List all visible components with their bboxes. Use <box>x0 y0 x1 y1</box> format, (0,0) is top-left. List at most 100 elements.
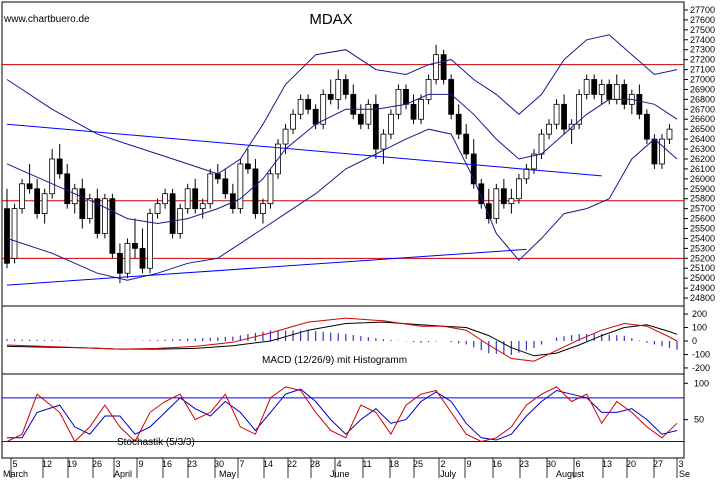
x-month-label: April <box>114 469 132 479</box>
price-tick-label: 27700 <box>690 5 715 15</box>
stochastic-panel: 50 100 <box>2 378 709 443</box>
candle-body <box>237 163 244 210</box>
x-day-label: 26 <box>92 459 102 469</box>
candle-body <box>478 183 485 205</box>
candle-body <box>380 133 387 150</box>
candle-body <box>538 133 545 155</box>
x-day-label: 14 <box>263 459 273 469</box>
candle-body <box>666 128 673 140</box>
candle-body <box>418 98 424 120</box>
price-tick-label: 24800 <box>690 293 715 303</box>
candle-body <box>222 178 229 195</box>
x-month-label: August <box>556 469 585 479</box>
candle-body <box>101 198 108 234</box>
candle-body <box>440 54 447 80</box>
price-tick-label: 25600 <box>690 214 715 224</box>
candle-body <box>342 79 349 95</box>
watermark: www.chartbuero.de <box>3 14 90 25</box>
candle-body <box>71 188 78 205</box>
bollinger_upper-line <box>6 34 678 175</box>
candle-body <box>470 153 477 185</box>
candle-body <box>34 188 41 215</box>
x-day-label: 23 <box>187 459 197 469</box>
x-day-label: 18 <box>389 459 399 469</box>
chart-frame <box>1 1 685 459</box>
price-tick-label: 25700 <box>690 204 715 214</box>
stoch-d-line <box>7 388 678 441</box>
price-tick-label: 27400 <box>690 35 715 45</box>
candle-body <box>139 247 146 269</box>
candle-body <box>260 203 266 215</box>
price-tick-label: 25800 <box>690 194 715 204</box>
x-day-label: 16 <box>162 459 172 469</box>
candle-body <box>214 173 221 180</box>
candle-body <box>659 138 665 165</box>
x-day-label: 28 <box>310 459 320 469</box>
candle-body <box>643 113 650 140</box>
x-day-label: 25 <box>413 459 423 469</box>
price-panel: 2480024900250002510025200253002540025500… <box>2 5 715 303</box>
bollinger_middle-line <box>6 93 678 225</box>
candle-body <box>463 133 470 155</box>
stoch-tick-label: 50 <box>694 415 704 425</box>
candle-body <box>86 198 93 219</box>
price-tick-label: 26000 <box>690 174 715 184</box>
x-day-label: 7 <box>239 459 244 469</box>
candle-body <box>94 198 101 234</box>
candle-body <box>561 103 567 130</box>
macd-tick-label: 0 <box>692 336 697 346</box>
x-day-label: 22 <box>287 459 297 469</box>
price-tick-label: 25500 <box>690 224 715 234</box>
price-tick-label: 27000 <box>690 74 715 84</box>
macd-panel: -200 -100 0 100 200 <box>6 309 710 373</box>
price-tick-label: 26500 <box>690 124 715 134</box>
x-day-label: 12 <box>42 459 52 469</box>
candle-body <box>192 188 199 210</box>
candle-body <box>297 98 304 115</box>
candle-body <box>350 93 357 115</box>
candle-body <box>636 93 643 115</box>
candle-body <box>117 252 123 274</box>
candle-body <box>79 188 86 219</box>
candle-body <box>335 79 342 100</box>
stochastic-label: Stochastik (5/3/3) <box>117 437 195 448</box>
candle-body <box>606 84 613 100</box>
trendline-lower <box>6 248 527 286</box>
candle-body <box>282 128 289 145</box>
stoch-tick-label: 100 <box>694 378 709 388</box>
candle-body <box>207 173 214 205</box>
x-day-label: 11 <box>362 459 371 469</box>
candle-body <box>19 183 25 210</box>
candle-body <box>177 208 184 234</box>
macd-signal-line <box>6 321 678 357</box>
candle-body <box>410 103 417 120</box>
x-day-label: 6 <box>575 459 580 469</box>
x-day-label: 30 <box>546 459 556 469</box>
candle-body <box>493 188 500 219</box>
candle-body <box>546 123 552 135</box>
price-tick-label: 27600 <box>690 15 715 25</box>
candle-body <box>64 173 71 205</box>
chart-title: MDAX <box>309 11 352 28</box>
x-day-label: 9 <box>466 459 471 469</box>
candle-body <box>508 198 515 205</box>
candle-body <box>621 84 628 105</box>
candle-body <box>448 79 455 115</box>
x-day-label: 23 <box>519 459 529 469</box>
price-tick-label: 26600 <box>690 114 715 124</box>
stoch-k-line <box>6 386 678 443</box>
macd-tick-label: 100 <box>692 323 707 333</box>
price-tick-label: 26800 <box>690 94 715 104</box>
x-day-label: 3 <box>115 459 120 469</box>
candle-body <box>583 79 590 95</box>
candle-body <box>56 158 63 175</box>
macd-tick-label: -100 <box>692 349 710 359</box>
price-tick-label: 26700 <box>690 104 715 114</box>
x-month-label: March <box>3 469 28 479</box>
x-day-label: 30 <box>214 459 224 469</box>
candle-body <box>169 193 176 234</box>
candle-body <box>531 153 537 170</box>
price-tick-label: 25200 <box>690 253 715 263</box>
price-tick-label: 25300 <box>690 243 715 253</box>
x-month-label: June <box>330 469 350 479</box>
